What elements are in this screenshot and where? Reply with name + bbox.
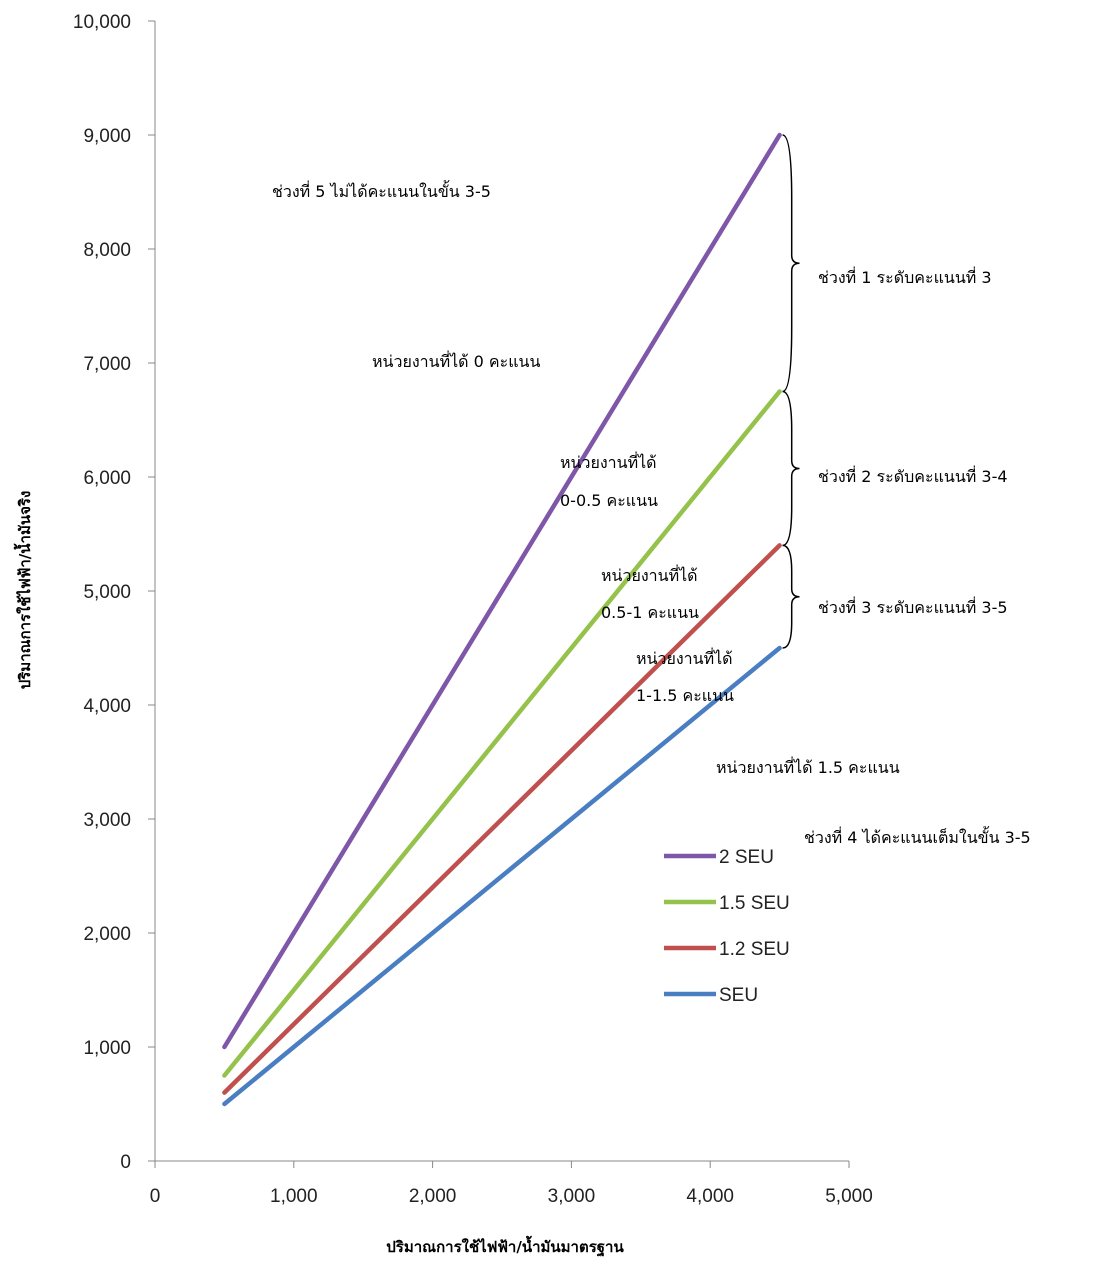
y-tick-label: 0 <box>120 1152 131 1173</box>
annotation-one-b: 0.5-1 คะแนน <box>601 603 699 622</box>
y-tick-label: 10,000 <box>73 12 131 33</box>
annotation-range4: ช่วงที่ 4 ได้คะแนนเต็มในขั้น 3-5 <box>804 826 1031 847</box>
y-tick-label: 2,000 <box>83 924 131 945</box>
legend-label-1-2-seu: 1.2 SEU <box>719 939 790 960</box>
y-tick-label: 1,000 <box>83 1038 131 1059</box>
x-axis-title: ปริมาณการใช้ไฟฟ้า/น้ำมันมาตรฐาน <box>386 1235 624 1257</box>
x-tick-label: 5,000 <box>825 1186 873 1207</box>
y-tick-label: 9,000 <box>83 126 131 147</box>
legend: 2 SEU 1.5 SEU 1.2 SEU SEU <box>664 847 790 1006</box>
annotation-half-a: หน่วยงานที่ได้ <box>560 451 657 472</box>
y-tick-label: 8,000 <box>83 240 131 261</box>
y-tick-label: 6,000 <box>83 468 131 489</box>
legend-label-seu: SEU <box>719 985 758 1006</box>
brace-range-3 <box>782 544 800 649</box>
y-axis-title: ปริมาณการใช้ไฟฟ้า/น้ำมันจริง <box>13 491 34 690</box>
annotation-half-b: 0-0.5 คะแนน <box>560 491 658 510</box>
y-tick-label: 4,000 <box>83 696 131 717</box>
legend-label-2-seu: 2 SEU <box>719 847 774 868</box>
annotation-range2: ช่วงที่ 2 ระดับคะแนนที่ 3-4 <box>818 465 1008 486</box>
x-tick-label: 4,000 <box>686 1186 734 1207</box>
x-tick-label: 0 <box>150 1186 161 1207</box>
x-tick-label: 1,000 <box>270 1186 318 1207</box>
series-line-seu <box>222 645 782 1107</box>
annotation-range1: ช่วงที่ 1 ระดับคะแนนที่ 3 <box>818 266 992 287</box>
annotation-onehalf-a: หน่วยงานที่ได้ <box>636 647 733 668</box>
series-line-1-2-seu <box>222 543 782 1095</box>
y-axis: 0 1,000 2,000 3,000 4,000 5,000 6,000 7,000 8,00… <box>73 12 156 1173</box>
annotation-one-a: หน่วยงานที่ได้ <box>601 564 698 585</box>
y-tick-label: 5,000 <box>83 582 131 603</box>
annotation-onehalf-b: 1-1.5 คะแนน <box>636 686 734 705</box>
annotation-range5: ช่วงที่ 5 ไม่ได้คะแนนในขั้น 3-5 <box>272 180 491 201</box>
series-line-2-seu <box>222 132 782 1050</box>
series-lines <box>222 132 782 1107</box>
brace-range-2 <box>782 390 800 547</box>
x-axis: 0 1,000 2,000 3,000 4,000 5,000 <box>150 1160 873 1207</box>
annotation-full: หน่วยงานที่ได้ 1.5 คะแนน <box>716 756 900 777</box>
x-tick-label: 2,000 <box>409 1186 457 1207</box>
annotations: ช่วงที่ 5 ไม่ได้คะแนนในขั้น 3-5 หน่วยงานท… <box>272 180 1031 847</box>
x-tick-label: 3,000 <box>548 1186 596 1207</box>
series-line-1-5-seu <box>222 389 782 1078</box>
y-tick-label: 7,000 <box>83 354 131 375</box>
annotation-zero: หน่วยงานที่ได้ 0 คะแนน <box>372 350 540 371</box>
annotation-range3: ช่วงที่ 3 ระดับคะแนนที่ 3-5 <box>818 596 1008 617</box>
y-tick-label: 3,000 <box>83 810 131 831</box>
legend-label-1-5-seu: 1.5 SEU <box>719 893 790 914</box>
brace-range-1 <box>782 134 800 393</box>
range-braces <box>782 134 800 649</box>
